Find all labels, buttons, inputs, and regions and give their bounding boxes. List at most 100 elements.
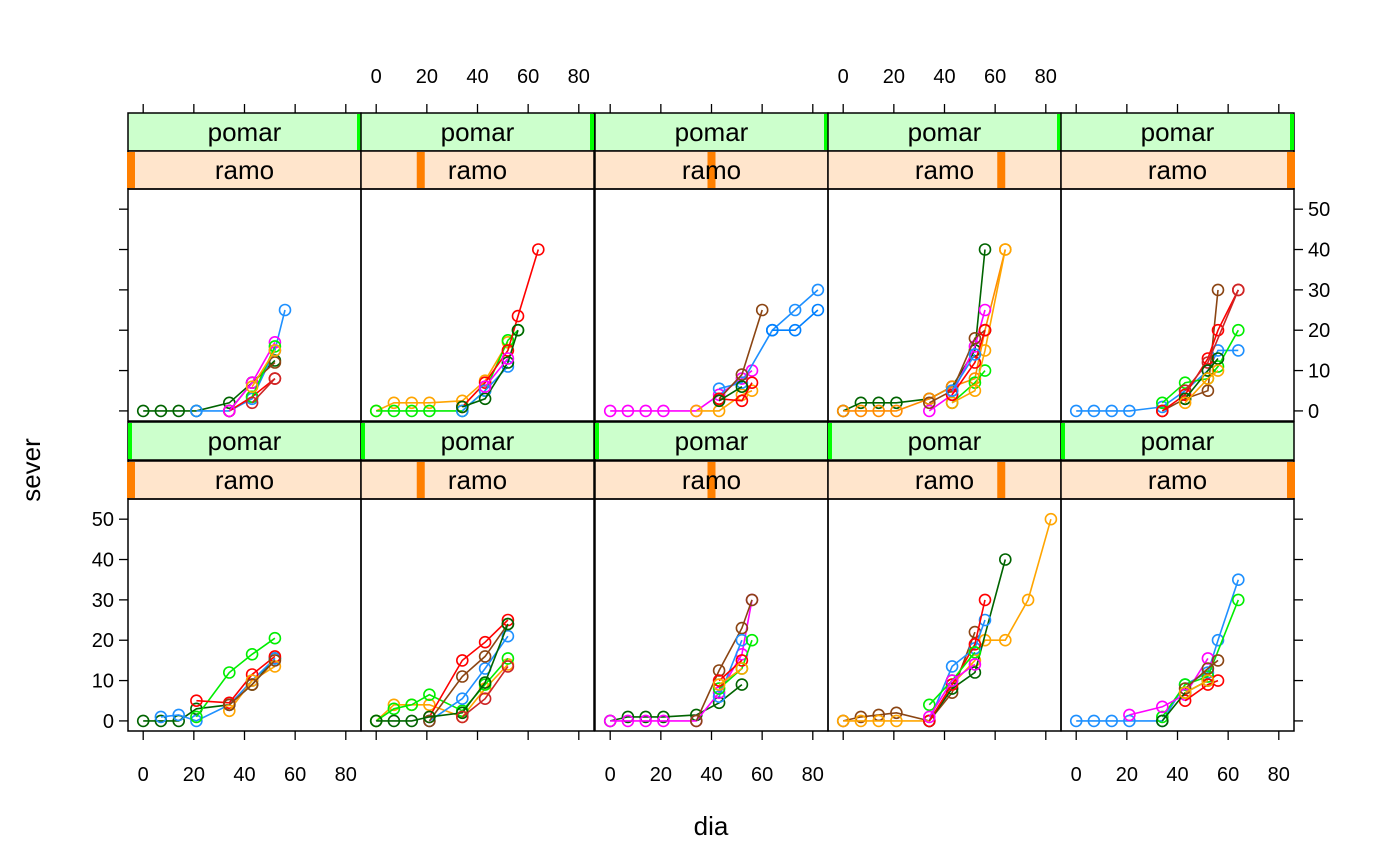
data-point <box>136 714 150 728</box>
series-line-6 <box>951 249 1007 404</box>
data-point <box>511 309 525 323</box>
data-point <box>455 692 469 706</box>
data-point <box>735 662 749 675</box>
data-point <box>712 696 726 710</box>
strip-ramo-label: ramo <box>215 465 274 495</box>
strip-ramo <box>827 460 1062 500</box>
data-point <box>455 654 469 667</box>
series-line-3 <box>695 599 753 722</box>
data-point <box>945 396 959 410</box>
data-point <box>836 714 850 728</box>
series-line-5 <box>462 329 519 408</box>
panel-bottom-3: pomar ramo <box>594 421 829 732</box>
strip-ramo-level-marker <box>127 152 135 188</box>
data-point <box>1087 714 1101 728</box>
data-point <box>268 631 282 645</box>
data-point <box>945 678 959 691</box>
data-point <box>712 682 726 695</box>
data-point <box>423 710 436 724</box>
strip-pomar-level-marker <box>824 114 828 150</box>
panel-frame <box>127 498 362 732</box>
data-point <box>788 303 802 317</box>
series-line-2 <box>843 249 1007 412</box>
x-tick-label: 0 <box>605 764 616 786</box>
data-point <box>945 384 959 398</box>
y-tick-label: 40 <box>1308 240 1330 262</box>
series-line-2 <box>196 309 286 412</box>
data-point <box>455 710 469 724</box>
data-point <box>1156 710 1169 724</box>
data-point <box>369 714 383 728</box>
panel-frame <box>594 498 829 732</box>
data-point <box>872 404 886 418</box>
data-point <box>223 666 236 679</box>
data-point <box>1044 512 1058 526</box>
data-point <box>712 686 726 700</box>
strip-ramo-level-marker <box>127 462 135 498</box>
data-point <box>978 613 992 627</box>
panel-frame <box>360 498 595 732</box>
series-line-4 <box>772 309 819 332</box>
data-point <box>245 674 259 687</box>
strip-ramo-label: ramo <box>1148 155 1207 185</box>
data-point <box>1232 573 1245 587</box>
x-tick-label: 40 <box>466 66 488 88</box>
y-tick-label: 40 <box>92 550 114 572</box>
data-point <box>268 650 282 663</box>
data-point <box>945 674 959 687</box>
data-point <box>1178 396 1192 410</box>
strip-pomar-level-marker <box>1061 423 1065 459</box>
panel-top-4: pomar ramo <box>827 112 1062 422</box>
data-point <box>689 404 703 418</box>
data-point <box>755 303 769 317</box>
data-point <box>657 404 670 418</box>
data-point <box>712 664 726 677</box>
data-point <box>1069 404 1083 418</box>
data-point <box>190 404 203 418</box>
strip-ramo <box>360 460 595 500</box>
data-point <box>278 303 292 317</box>
strip-pomar-label: pomar <box>675 117 749 147</box>
y-tick-label: 20 <box>1308 320 1330 342</box>
x-tick-label: 20 <box>1116 764 1138 786</box>
data-point <box>455 670 469 683</box>
data-point <box>268 372 282 385</box>
series-line-3 <box>718 289 819 390</box>
data-point <box>872 396 886 410</box>
data-point <box>735 633 749 647</box>
data-point <box>223 404 236 418</box>
panel-top-2: pomar ramo <box>360 112 595 422</box>
data-point <box>745 593 759 607</box>
series-line-5 <box>1184 289 1240 392</box>
data-point <box>1232 283 1245 297</box>
series-line-6 <box>228 659 276 706</box>
data-point <box>811 283 825 297</box>
data-point <box>1211 352 1225 365</box>
strip-ramo-level-marker <box>707 152 716 188</box>
x-tick-label: 80 <box>335 764 357 786</box>
data-point <box>245 678 259 691</box>
data-point <box>1201 674 1215 687</box>
series-line-2 <box>1161 329 1239 404</box>
series-line-4 <box>196 655 276 704</box>
strip-ramo <box>127 460 362 500</box>
strip-ramo-label: ramo <box>448 465 507 495</box>
data-point <box>1211 323 1225 337</box>
strip-pomar-label: pomar <box>1141 117 1215 147</box>
data-point <box>190 710 203 724</box>
series-line-1 <box>610 369 753 412</box>
data-point <box>836 404 850 418</box>
data-point <box>922 698 936 712</box>
series-line-6 <box>719 382 753 402</box>
y-tick-label: 20 <box>92 630 114 652</box>
series-line-1 <box>842 249 986 412</box>
data-point <box>998 553 1012 566</box>
strip-ramo-label: ramo <box>682 465 741 495</box>
data-point <box>501 333 515 347</box>
panels-layer: pomarramopomarramopomarramopomarramopoma… <box>92 66 1331 786</box>
data-point <box>978 303 992 317</box>
series-line-4 <box>1184 659 1219 690</box>
data-point <box>387 702 401 716</box>
data-point <box>968 331 982 345</box>
